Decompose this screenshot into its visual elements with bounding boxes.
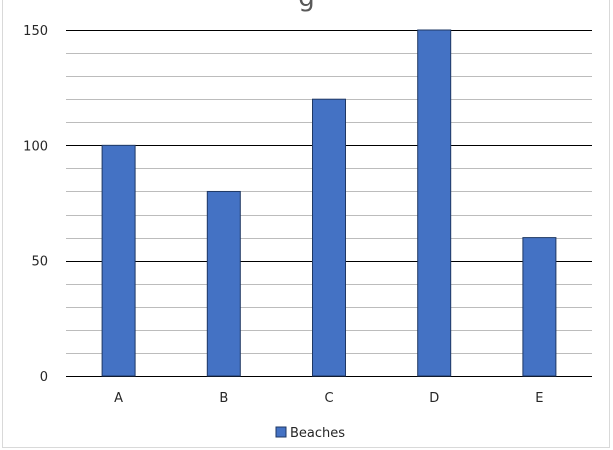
y-tick-label: 0 bbox=[40, 370, 48, 385]
y-tick-label: 150 bbox=[23, 24, 48, 39]
chart-title: g bbox=[0, 0, 613, 13]
bar bbox=[522, 237, 557, 377]
y-tick-label: 50 bbox=[31, 255, 48, 270]
bar bbox=[101, 144, 136, 377]
x-tick-label: E bbox=[535, 391, 543, 406]
x-tick-label: B bbox=[219, 391, 228, 406]
legend-label: Beaches bbox=[290, 426, 345, 441]
bars bbox=[101, 29, 557, 377]
y-axis-ticks: 0 50 100 150 bbox=[23, 24, 48, 385]
bar bbox=[206, 190, 241, 377]
x-tick-label: A bbox=[114, 391, 123, 406]
bar bbox=[417, 29, 452, 377]
chart-title-area: g bbox=[0, 0, 613, 14]
x-tick-label: C bbox=[324, 391, 333, 406]
x-axis-ticks: A B C D E bbox=[114, 391, 543, 406]
legend: Beaches bbox=[275, 426, 345, 441]
y-tick-label: 100 bbox=[23, 139, 48, 154]
bar bbox=[312, 98, 346, 377]
x-tick-label: D bbox=[429, 391, 439, 406]
legend-swatch bbox=[275, 426, 287, 438]
